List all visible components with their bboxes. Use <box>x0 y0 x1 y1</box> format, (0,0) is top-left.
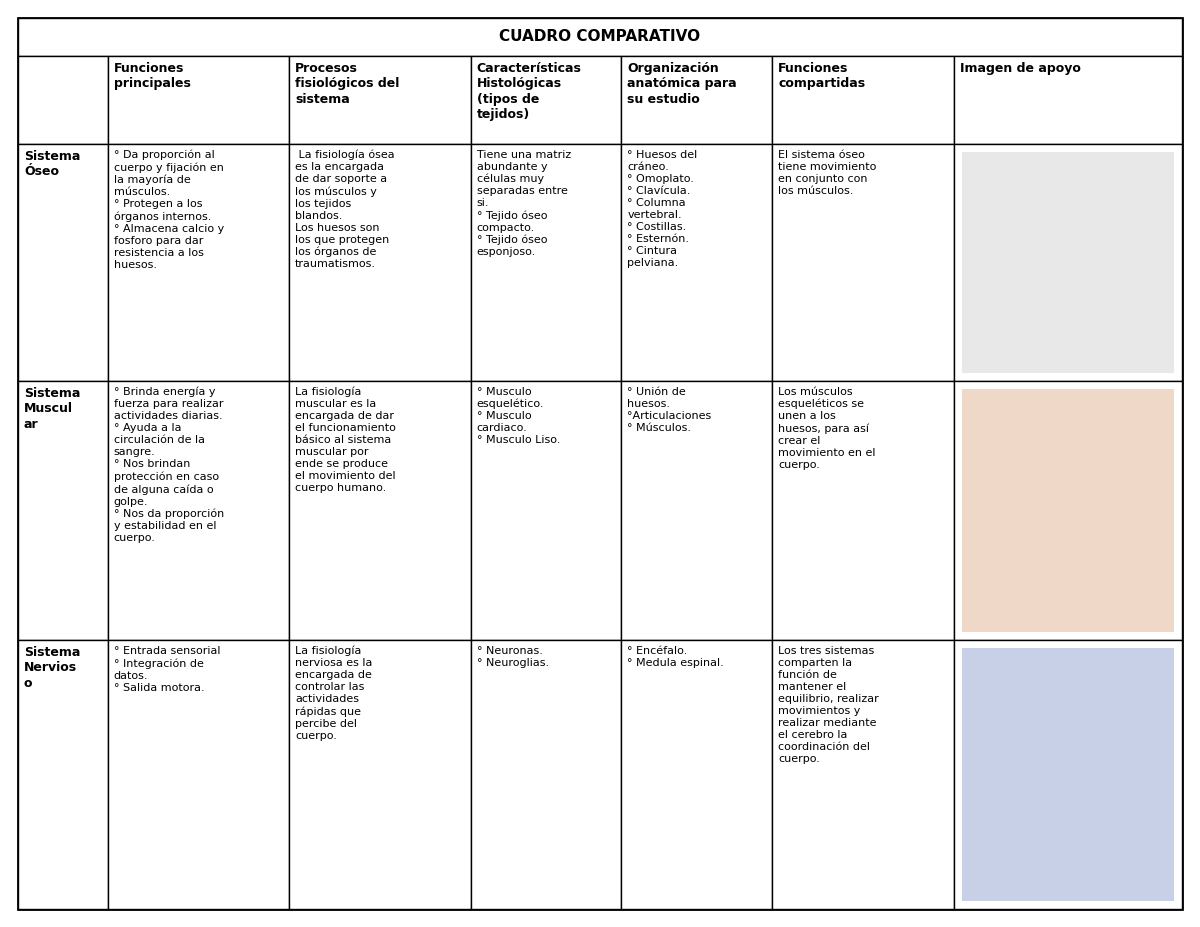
Text: ° Unión de
huesos.
°Articulaciones
° Músculos.: ° Unión de huesos. °Articulaciones ° Mús… <box>628 387 712 433</box>
Bar <box>954 144 1182 381</box>
Text: Sistema
Óseo: Sistema Óseo <box>24 149 80 178</box>
Text: El sistema óseo
tiene movimiento
en conjunto con
los músculos.: El sistema óseo tiene movimiento en conj… <box>779 149 877 196</box>
Bar <box>622 381 773 640</box>
Bar <box>622 144 773 381</box>
Bar <box>773 144 954 381</box>
Text: ° Musculo
esquelético.
° Musculo
cardiaco.
° Musculo Liso.: ° Musculo esquelético. ° Musculo cardiac… <box>476 387 560 445</box>
Text: La fisiología
nerviosa es la
encargada de
controlar las
actividades
rápidas que
: La fisiología nerviosa es la encargada d… <box>295 646 372 741</box>
Text: ° Encéfalo.
° Medula espinal.: ° Encéfalo. ° Medula espinal. <box>628 646 724 668</box>
Bar <box>18 18 1182 56</box>
Text: ° Huesos del
cráneo.
° Omoplato.
° Clavícula.
° Columna
vertebral.
° Costillas.
: ° Huesos del cráneo. ° Omoplato. ° Claví… <box>628 149 697 268</box>
Text: La fisiología ósea
es la encargada
de dar soporte a
los músculos y
los tejidos
b: La fisiología ósea es la encargada de da… <box>295 149 395 270</box>
Bar <box>773 56 954 144</box>
Text: Procesos
fisiológicos del
sistema: Procesos fisiológicos del sistema <box>295 62 400 106</box>
Text: CUADRO COMPARATIVO: CUADRO COMPARATIVO <box>499 30 701 44</box>
Text: Tiene una matriz
abundante y
células muy
separadas entre
si.
° Tejido óseo
compa: Tiene una matriz abundante y células muy… <box>476 149 571 258</box>
Text: Los músculos
esqueléticos se
unen a los
huesos, para así
crear el
movimiento en : Los músculos esqueléticos se unen a los … <box>779 387 876 470</box>
Text: ° Da proporción al
cuerpo y fijación en
la mayoría de
músculos.
° Protegen a los: ° Da proporción al cuerpo y fijación en … <box>114 149 224 270</box>
Text: La fisiología
muscular es la
encargada de dar
el funcionamiento
básico al sistem: La fisiología muscular es la encargada d… <box>295 387 396 493</box>
Bar <box>961 648 1174 901</box>
Text: Funciones
principales: Funciones principales <box>114 62 191 90</box>
Bar <box>18 640 108 909</box>
Bar <box>108 381 289 640</box>
Bar <box>289 144 470 381</box>
Text: ° Neuronas.
° Neuroglias.: ° Neuronas. ° Neuroglias. <box>476 646 548 668</box>
Bar <box>773 381 954 640</box>
Bar <box>470 381 622 640</box>
Text: ° Brinda energía y
fuerza para realizar
actividades diarias.
° Ayuda a la
circul: ° Brinda energía y fuerza para realizar … <box>114 387 224 543</box>
Bar <box>470 640 622 909</box>
Bar <box>18 381 108 640</box>
Bar <box>108 640 289 909</box>
Bar <box>470 56 622 144</box>
Text: Imagen de apoyo: Imagen de apoyo <box>960 62 1080 75</box>
Bar <box>108 56 289 144</box>
Bar <box>961 152 1174 373</box>
Bar <box>289 640 470 909</box>
Bar <box>961 388 1174 632</box>
Bar <box>108 144 289 381</box>
Bar <box>954 640 1182 909</box>
Text: Organización
anatómica para
su estudio: Organización anatómica para su estudio <box>628 62 737 106</box>
Bar <box>470 144 622 381</box>
Bar <box>622 640 773 909</box>
Bar <box>289 56 470 144</box>
Bar <box>954 381 1182 640</box>
Text: Características
Histológicas
(tipos de
tejidos): Características Histológicas (tipos de t… <box>476 62 582 121</box>
Text: ° Entrada sensorial
° Integración de
datos.
° Salida motora.: ° Entrada sensorial ° Integración de dat… <box>114 646 220 692</box>
Bar <box>773 640 954 909</box>
Bar <box>18 56 108 144</box>
Bar <box>18 144 108 381</box>
Text: Sistema
Muscul
ar: Sistema Muscul ar <box>24 387 80 431</box>
Text: Sistema
Nervios
o: Sistema Nervios o <box>24 646 80 690</box>
Text: Funciones
compartidas: Funciones compartidas <box>779 62 865 90</box>
Bar <box>954 56 1182 144</box>
Text: Los tres sistemas
comparten la
función de
mantener el
equilibrio, realizar
movim: Los tres sistemas comparten la función d… <box>779 646 880 764</box>
Bar <box>289 381 470 640</box>
Bar <box>622 56 773 144</box>
